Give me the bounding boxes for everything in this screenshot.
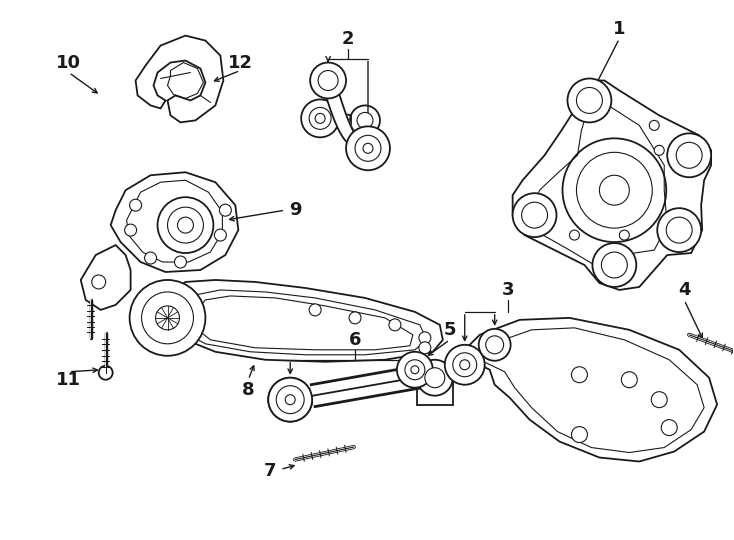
Circle shape — [600, 176, 629, 205]
Circle shape — [92, 275, 106, 289]
Text: 8: 8 — [242, 381, 255, 399]
Circle shape — [178, 217, 194, 233]
Text: 11: 11 — [57, 371, 81, 389]
Circle shape — [130, 280, 206, 356]
Circle shape — [512, 193, 556, 237]
Text: 3: 3 — [501, 281, 514, 299]
Circle shape — [355, 136, 381, 161]
Circle shape — [459, 360, 470, 370]
Circle shape — [214, 229, 226, 241]
Circle shape — [417, 360, 453, 396]
Circle shape — [142, 292, 194, 344]
Circle shape — [562, 138, 666, 242]
Circle shape — [276, 386, 304, 414]
Text: 6: 6 — [349, 331, 361, 349]
Polygon shape — [111, 172, 239, 272]
Circle shape — [650, 120, 659, 130]
Circle shape — [145, 252, 156, 264]
Text: 9: 9 — [289, 201, 302, 219]
Text: 2: 2 — [342, 30, 355, 48]
Circle shape — [567, 78, 611, 123]
Circle shape — [309, 107, 331, 130]
Circle shape — [389, 319, 401, 331]
Circle shape — [98, 366, 112, 380]
Circle shape — [405, 360, 425, 380]
Circle shape — [130, 199, 142, 211]
Circle shape — [315, 113, 325, 123]
Circle shape — [570, 230, 579, 240]
Circle shape — [346, 126, 390, 170]
Text: 1: 1 — [613, 19, 625, 38]
Circle shape — [601, 252, 628, 278]
Circle shape — [592, 243, 636, 287]
Polygon shape — [512, 80, 711, 290]
Circle shape — [219, 204, 231, 216]
Circle shape — [411, 366, 419, 374]
Polygon shape — [136, 36, 223, 123]
Circle shape — [397, 352, 433, 388]
Circle shape — [453, 353, 476, 377]
Circle shape — [363, 143, 373, 153]
Circle shape — [667, 133, 711, 177]
Circle shape — [572, 367, 587, 383]
Text: 4: 4 — [678, 281, 691, 299]
Circle shape — [651, 392, 667, 408]
Circle shape — [522, 202, 548, 228]
Circle shape — [425, 368, 445, 388]
Circle shape — [156, 306, 180, 330]
Circle shape — [350, 105, 380, 136]
Circle shape — [175, 256, 186, 268]
Circle shape — [167, 207, 203, 243]
Circle shape — [310, 63, 346, 98]
Polygon shape — [459, 318, 717, 462]
Ellipse shape — [314, 100, 330, 136]
Circle shape — [349, 312, 361, 324]
Circle shape — [445, 345, 484, 384]
Circle shape — [125, 224, 137, 236]
Circle shape — [676, 143, 702, 168]
Circle shape — [318, 71, 338, 91]
Circle shape — [486, 336, 504, 354]
Circle shape — [276, 386, 304, 414]
Circle shape — [479, 329, 511, 361]
Circle shape — [357, 112, 373, 129]
Text: 12: 12 — [228, 53, 252, 71]
Circle shape — [661, 420, 677, 436]
Circle shape — [301, 99, 339, 137]
Circle shape — [576, 152, 653, 228]
Circle shape — [309, 304, 321, 316]
Circle shape — [657, 208, 701, 252]
Circle shape — [576, 87, 603, 113]
Text: 7: 7 — [264, 462, 277, 481]
Circle shape — [654, 145, 664, 156]
Circle shape — [572, 427, 587, 443]
Circle shape — [268, 377, 312, 422]
Circle shape — [666, 217, 692, 243]
Circle shape — [286, 395, 295, 404]
Circle shape — [268, 377, 312, 422]
Circle shape — [286, 395, 295, 404]
Polygon shape — [164, 280, 443, 362]
Text: 10: 10 — [57, 53, 81, 71]
Circle shape — [419, 342, 431, 354]
Polygon shape — [81, 245, 131, 310]
Circle shape — [619, 230, 629, 240]
Text: 5: 5 — [443, 321, 456, 339]
Circle shape — [419, 332, 431, 344]
Circle shape — [158, 197, 214, 253]
Circle shape — [622, 372, 637, 388]
